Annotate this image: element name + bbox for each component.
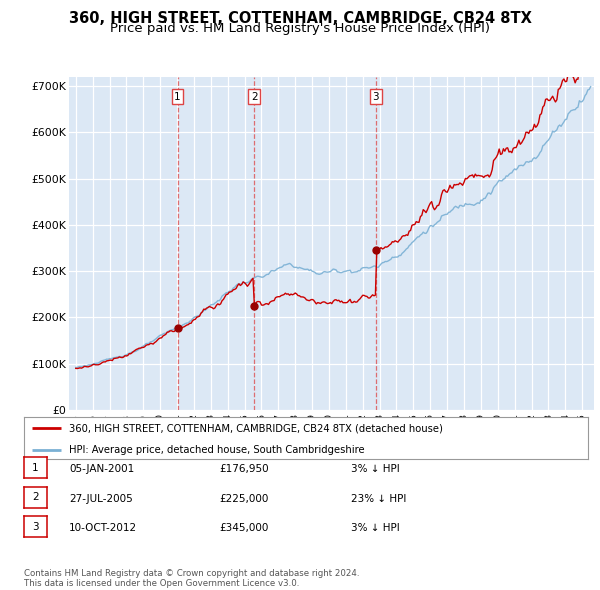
Text: Contains HM Land Registry data © Crown copyright and database right 2024.
This d: Contains HM Land Registry data © Crown c… bbox=[24, 569, 359, 588]
Text: £176,950: £176,950 bbox=[219, 464, 269, 474]
Text: 3% ↓ HPI: 3% ↓ HPI bbox=[351, 464, 400, 474]
Text: 23% ↓ HPI: 23% ↓ HPI bbox=[351, 494, 406, 503]
Text: 1: 1 bbox=[32, 463, 39, 473]
Text: £225,000: £225,000 bbox=[219, 494, 268, 503]
Text: 05-JAN-2001: 05-JAN-2001 bbox=[69, 464, 134, 474]
Text: 1: 1 bbox=[174, 91, 181, 101]
Text: 27-JUL-2005: 27-JUL-2005 bbox=[69, 494, 133, 503]
Text: 2: 2 bbox=[32, 493, 39, 502]
Text: 3: 3 bbox=[32, 522, 39, 532]
Text: £345,000: £345,000 bbox=[219, 523, 268, 533]
Text: 360, HIGH STREET, COTTENHAM, CAMBRIDGE, CB24 8TX: 360, HIGH STREET, COTTENHAM, CAMBRIDGE, … bbox=[68, 11, 532, 25]
Text: 2: 2 bbox=[251, 91, 257, 101]
Text: 3: 3 bbox=[373, 91, 379, 101]
Text: Price paid vs. HM Land Registry's House Price Index (HPI): Price paid vs. HM Land Registry's House … bbox=[110, 22, 490, 35]
Text: HPI: Average price, detached house, South Cambridgeshire: HPI: Average price, detached house, Sout… bbox=[69, 445, 365, 455]
Text: 3% ↓ HPI: 3% ↓ HPI bbox=[351, 523, 400, 533]
Text: 10-OCT-2012: 10-OCT-2012 bbox=[69, 523, 137, 533]
Text: 360, HIGH STREET, COTTENHAM, CAMBRIDGE, CB24 8TX (detached house): 360, HIGH STREET, COTTENHAM, CAMBRIDGE, … bbox=[69, 423, 443, 433]
